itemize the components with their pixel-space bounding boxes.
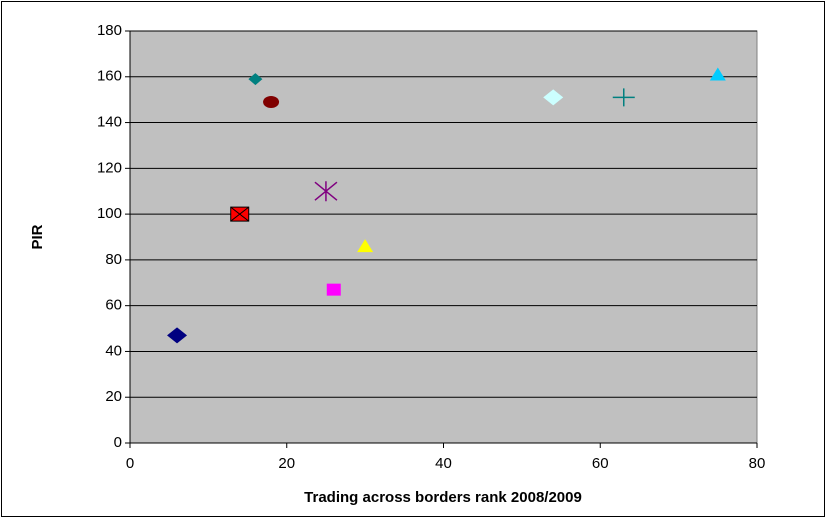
point	[357, 239, 374, 253]
x-tick-label: 20	[278, 455, 295, 472]
x-tick-label: 60	[592, 455, 609, 472]
y-tick-label: 140	[97, 114, 122, 131]
point	[314, 181, 338, 202]
y-tick-label: 40	[105, 342, 122, 359]
marker-part	[612, 88, 635, 107]
x-tick-label: 40	[435, 455, 452, 472]
marker-part	[709, 67, 726, 81]
point	[709, 67, 726, 81]
y-tick-label: 0	[114, 434, 122, 451]
marker-part	[326, 283, 341, 296]
point	[612, 88, 635, 107]
point	[248, 73, 263, 86]
y-tick-label: 180	[97, 22, 122, 39]
point	[230, 206, 250, 222]
marker-part	[543, 89, 564, 106]
point	[263, 95, 280, 108]
marker-part	[314, 181, 338, 202]
marker-part	[230, 206, 250, 222]
y-tick-label: 60	[105, 297, 122, 314]
y-tick-label: 120	[97, 159, 122, 176]
plot-area	[129, 30, 758, 444]
y-tick-label: 100	[97, 205, 122, 222]
point	[543, 89, 564, 106]
marker-part	[248, 73, 263, 86]
x-axis-title: Trading across borders rank 2008/2009	[304, 489, 582, 506]
x-tick-label: 0	[126, 455, 134, 472]
marker-part	[167, 327, 188, 344]
marker-part	[357, 239, 374, 253]
y-tick-label: 80	[105, 251, 122, 268]
point	[167, 327, 188, 344]
y-axis-title: PIR	[29, 224, 46, 249]
point	[326, 283, 341, 296]
y-tick-label: 160	[97, 68, 122, 85]
x-tick-label: 80	[749, 455, 766, 472]
y-tick-label: 20	[105, 388, 122, 405]
marker-part	[263, 95, 280, 108]
